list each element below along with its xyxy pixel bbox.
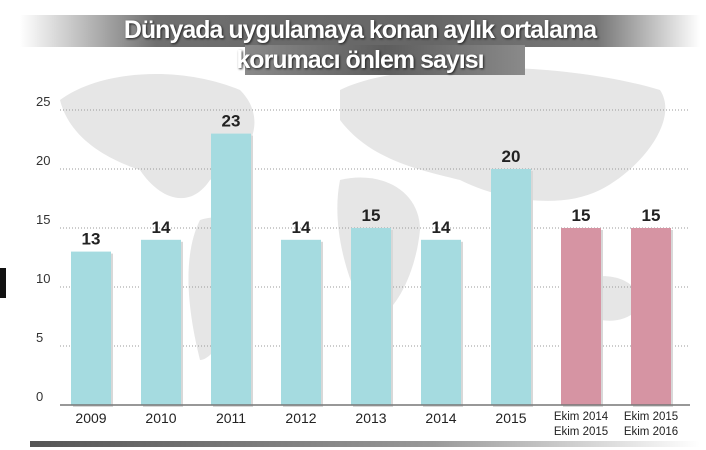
bottom-rule: [30, 441, 700, 447]
data-label: 23: [222, 112, 241, 131]
bar: [491, 169, 531, 405]
bar: [351, 228, 391, 405]
bar: [631, 228, 671, 405]
chart-title-line-2: korumacı önlem sayısı: [236, 46, 484, 74]
bar: [141, 239, 181, 405]
data-label: 15: [572, 206, 591, 225]
bar: [421, 239, 461, 405]
data-label: 15: [362, 206, 381, 225]
chart-title-line-1: Dünyada uygulamaya konan aylık ortalama: [123, 16, 597, 44]
y-tick-label: 25: [36, 94, 50, 109]
x-tick-label: 2014: [425, 410, 456, 426]
x-tick-label: Ekim 2016: [624, 426, 678, 438]
y-tick-label: 20: [36, 153, 50, 168]
x-tick-label: Ekim 2015: [554, 426, 608, 438]
bar: [281, 239, 321, 405]
x-tick-label: Ekim 2014: [554, 411, 609, 423]
x-tick-label: 2012: [285, 410, 316, 426]
y-tick-label: 5: [36, 330, 43, 345]
y-tick-label: 15: [36, 212, 50, 227]
x-tick-label: 2013: [355, 410, 386, 426]
data-label: 14: [292, 218, 311, 237]
x-tick-label: 2009: [75, 410, 106, 426]
chart-title-band: Dünyada uygulamaya konan aylık ortalama …: [20, 15, 700, 75]
x-tick-label: 2011: [216, 410, 246, 426]
x-tick-label: 2010: [145, 410, 176, 426]
x-tick-label: Ekim 2015: [624, 411, 678, 423]
data-label: 14: [432, 218, 451, 237]
data-label: 14: [152, 218, 171, 237]
bar: [211, 133, 251, 405]
y-tick-label: 0: [36, 389, 43, 404]
data-label: 15: [642, 206, 661, 225]
data-label: 13: [82, 230, 101, 249]
x-tick-label: 2015: [495, 410, 526, 426]
y-tick-label: 10: [36, 271, 50, 286]
bar: [71, 251, 111, 405]
side-marker: [0, 268, 6, 298]
bar: [561, 228, 601, 405]
data-label: 20: [502, 147, 521, 166]
